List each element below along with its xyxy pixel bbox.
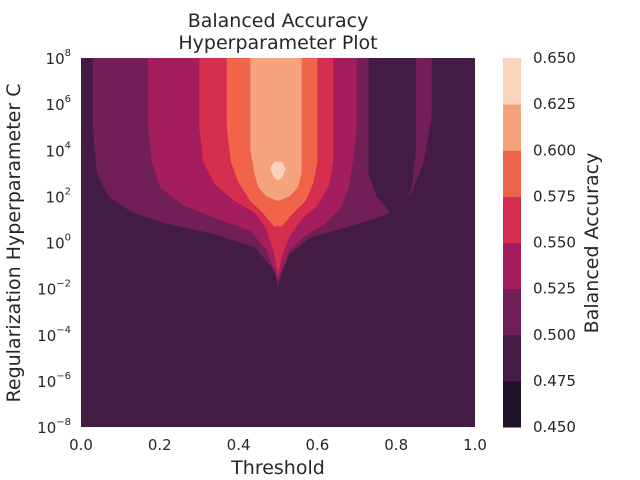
y-tick-label: 10−4 <box>37 325 71 345</box>
colorbar-band-5 <box>503 150 521 197</box>
y-tick-label: 106 <box>46 94 71 114</box>
colorbar-tick-label: 0.575 <box>533 187 576 205</box>
x-tick-label: 0.8 <box>384 436 408 454</box>
y-tick-label: 100 <box>46 233 71 253</box>
chart-title-line-2: Hyperparameter Plot <box>178 32 377 54</box>
colorbar-band-2 <box>503 288 521 336</box>
colorbar-band-6 <box>503 104 521 151</box>
colorbar-tick-label: 0.525 <box>533 280 576 298</box>
x-axis-label: Threshold <box>230 457 325 479</box>
y-tick-label: 10−2 <box>37 279 71 299</box>
colorbar-tick-label: 0.600 <box>533 141 576 159</box>
y-tick-label: 108 <box>46 48 71 68</box>
colorbar-band-1 <box>503 334 521 382</box>
x-tick-label: 0.6 <box>305 436 329 454</box>
colorbar-band-7 <box>503 58 521 105</box>
y-tick-label: 102 <box>46 186 71 206</box>
x-tick-label: 0.2 <box>148 436 172 454</box>
colorbar: 0.450 0.475 0.500 0.525 0.550 0.575 0.600 0.625… <box>503 49 576 436</box>
x-tick-label: 0.0 <box>69 436 93 454</box>
chart-title-line-1: Balanced Accuracy <box>188 10 369 32</box>
contour-band-6 <box>270 161 286 181</box>
contour-band-5 <box>250 58 302 201</box>
contour-band-1 <box>368 58 416 220</box>
x-tick-label: 0.4 <box>227 436 251 454</box>
colorbar-tick-label: 0.550 <box>533 234 576 252</box>
colorbar-label: Balanced Accuracy <box>581 153 603 334</box>
colorbar-tick-label: 0.625 <box>533 95 576 113</box>
x-tick-label: 1.0 <box>463 436 487 454</box>
colorbar-band-4 <box>503 196 521 244</box>
colorbar-tick-label: 0.450 <box>533 418 576 436</box>
x-axis-ticks: 0.0 0.2 0.4 0.6 0.8 1.0 <box>69 436 487 454</box>
plot-area <box>81 58 475 427</box>
colorbar-tick-label: 0.650 <box>533 49 576 67</box>
y-axis-label: Regularization Hyperparameter C <box>3 84 25 403</box>
y-tick-label: 10−6 <box>37 371 71 391</box>
y-tick-label: 10−8 <box>37 417 71 437</box>
colorbar-tick-label: 0.475 <box>533 372 576 390</box>
y-tick-label: 104 <box>46 140 71 160</box>
colorbar-tick-label: 0.500 <box>533 326 576 344</box>
colorbar-band-3 <box>503 242 521 290</box>
y-axis-ticks: 10−8 10−6 10−4 10−2 100 102 104 106 108 <box>37 48 71 437</box>
colorbar-band-0 <box>503 380 521 428</box>
